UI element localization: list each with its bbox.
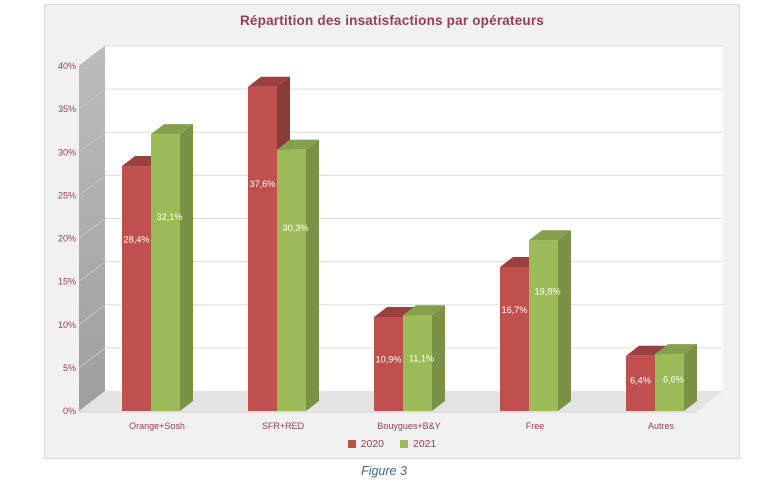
y-axis-tick-label: 0% <box>63 406 76 416</box>
bar-2020-Free-front-face <box>500 266 529 411</box>
x-axis-category-label: Autres <box>648 421 675 431</box>
data-label: 19,8% <box>534 286 560 296</box>
bar-2021-Bouygues+B&Y-top-face <box>403 305 445 316</box>
wall-tick <box>78 88 106 110</box>
legend-swatch-2020 <box>347 440 356 448</box>
x-axis-category-label: SFR+RED <box>262 421 305 431</box>
bar-2021-Free-side-face <box>558 230 571 411</box>
bar-2021-SFR+RED-side-face <box>306 139 319 411</box>
y-axis-tick-label: 35% <box>58 104 76 114</box>
y-axis-tick-label: 5% <box>63 363 76 373</box>
bar-2021-SFR+RED-top-face <box>277 139 319 150</box>
data-label: 28,4% <box>123 235 149 245</box>
data-label: 11,1% <box>409 353 434 363</box>
wall-tick <box>78 218 106 239</box>
figure-caption: Figure 3 <box>361 464 407 478</box>
plot-area: 0% 5% 10% 15% 20% 25% 30% 35% 40% 28,4% 32,1% Orang… <box>58 45 723 431</box>
wall-tick <box>78 174 106 196</box>
bar-2021-Orange+Sosh-side-face <box>180 124 193 411</box>
bar-2021-Orange+Sosh-top-face <box>151 124 193 135</box>
data-label: 16,7% <box>501 305 527 315</box>
y-axis-tick-label: 10% <box>58 320 76 330</box>
bar-2021-Autres-top-face <box>655 344 697 355</box>
legend-swatch-2021 <box>400 440 408 448</box>
x-axis-category-label: Bouygues+B&Y <box>377 421 440 431</box>
bar-2021-Autres-front-face <box>655 354 684 411</box>
bar-2021-Autres-side-face <box>684 344 697 411</box>
legend-item-2021: 2021 <box>400 438 436 450</box>
chart-container[interactable]: 0% 5% 10% 15% 20% 25% 30% 35% 40% 28,4% 32,1% Orang… <box>44 4 740 459</box>
y-axis-tick-label: 20% <box>58 234 76 244</box>
bar-2021-Free-top-face <box>529 230 571 241</box>
bar-2021-Orange+Sosh-front-face <box>151 134 180 411</box>
bar-2020-Bouygues+B&Y-front-face <box>374 316 403 411</box>
data-label: 6,4% <box>630 376 651 386</box>
x-axis-category-label: Free <box>526 421 545 431</box>
bar-2020-SFR+RED-top-face <box>248 76 290 87</box>
bar-2021-Bouygues+B&Y-side-face <box>432 305 445 411</box>
bar-2020-Autres-front-face <box>626 355 655 411</box>
legend-label: 2021 <box>413 438 437 450</box>
legend-item-2020: 2020 <box>347 438 384 450</box>
bar-2021-SFR+RED-front-face <box>277 149 306 411</box>
chart-title: Répartition des insatisfactions par opér… <box>239 13 545 28</box>
y-axis-tick-label: 25% <box>58 190 76 200</box>
y-axis-tick-label: 40% <box>58 61 76 71</box>
data-label: 37,6% <box>249 179 275 189</box>
data-label: 6,6% <box>663 375 684 385</box>
x-axis-category-label: Orange+Sosh <box>129 421 185 431</box>
wall-tick <box>78 131 106 153</box>
legend-label: 2020 <box>360 438 384 450</box>
data-label: 10,9% <box>375 354 401 364</box>
wall-tick <box>78 347 106 369</box>
data-label: 30,3% <box>282 223 308 233</box>
bar-2020-SFR+RED-front-face <box>248 86 277 411</box>
bar-2021-Free-front-face <box>529 240 558 411</box>
bar-2021-Bouygues+B&Y-front-face <box>403 315 432 411</box>
bar-2020-Orange+Sosh-front-face <box>122 166 151 411</box>
wall-tick <box>78 261 106 283</box>
wall-tick <box>78 304 106 326</box>
y-axis-tick-label: 30% <box>58 147 76 157</box>
chart-legend: 2020 2021 <box>45 438 739 450</box>
data-label: 32,1% <box>156 212 182 222</box>
y-axis-tick-label: 15% <box>58 277 76 287</box>
wall-tick <box>78 45 106 67</box>
